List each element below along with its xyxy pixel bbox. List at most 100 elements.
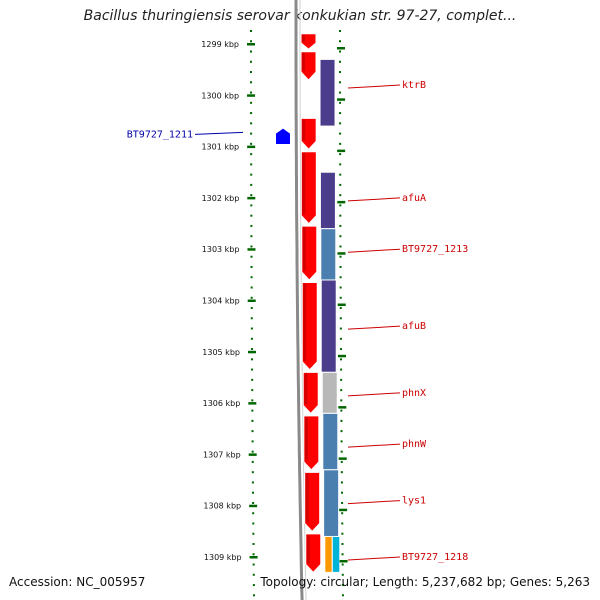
- cds-shade: [302, 52, 306, 71]
- minor-tick: [250, 286, 253, 289]
- scale-label: 1306 kbp: [203, 399, 241, 408]
- gene-label[interactable]: lys1: [402, 496, 426, 507]
- minor-tick: [250, 307, 253, 310]
- cds-shade: [304, 416, 308, 461]
- gene-leader-line: [347, 500, 401, 505]
- minor-tick: [341, 522, 344, 525]
- minor-tick: [339, 91, 342, 94]
- minor-tick: [250, 60, 253, 63]
- minor-tick: [339, 132, 342, 135]
- gene-label[interactable]: afuA: [402, 193, 426, 204]
- minor-tick: [340, 430, 343, 433]
- minor-tick: [250, 40, 253, 43]
- minor-tick: [339, 50, 342, 53]
- minor-tick: [340, 409, 343, 412]
- minor-tick: [252, 491, 255, 494]
- gene-leader-line: [347, 248, 401, 253]
- right-tick-track: [339, 30, 344, 597]
- minor-tick: [340, 460, 343, 463]
- scale-label: 1300 kbp: [201, 91, 239, 100]
- gene-label[interactable]: phnX: [402, 388, 426, 399]
- minor-tick: [341, 543, 344, 545]
- gene-label[interactable]: afuB: [402, 321, 426, 332]
- minor-tick: [339, 224, 342, 227]
- minor-tick: [339, 276, 342, 279]
- major-tick: [247, 248, 256, 251]
- minor-tick: [252, 522, 255, 525]
- major-tick: [247, 43, 256, 46]
- minor-tick: [339, 122, 342, 125]
- cds-shade: [302, 34, 306, 42]
- minor-tick: [250, 276, 253, 279]
- minor-tick: [341, 573, 344, 576]
- cds-shade: [306, 534, 310, 564]
- minor-tick: [340, 419, 343, 422]
- major-tick: [249, 556, 258, 559]
- minor-tick: [250, 245, 253, 248]
- minor-tick: [251, 368, 254, 371]
- gene-labels: ktrB afuA BT9727_1213 afuB phnX phnW lys1 BT972…: [347, 80, 468, 563]
- major-tick: [248, 402, 257, 405]
- minor-tick: [339, 307, 342, 310]
- minor-tick: [339, 255, 342, 258]
- minor-tick: [252, 573, 255, 576]
- minor-tick: [340, 389, 343, 392]
- scale-label: 1304 kbp: [202, 297, 240, 306]
- gene-leader-line: [347, 392, 401, 397]
- major-tick: [338, 406, 347, 409]
- reverse-gene-track: BT9727_1211: [127, 128, 290, 145]
- minor-tick: [339, 214, 342, 217]
- major-tick: [247, 350, 256, 354]
- major-tick: [247, 299, 256, 302]
- gene-block: [320, 279, 337, 373]
- minor-tick: [250, 142, 253, 145]
- cds-shade: [305, 473, 309, 523]
- minor-tick: [339, 40, 342, 43]
- minor-tick: [250, 194, 253, 197]
- topology-text: Topology: circular; Length: 5,237,682 bp…: [260, 575, 590, 589]
- cds-shade: [303, 283, 307, 361]
- minor-tick: [339, 30, 342, 32]
- scale-label: 1309 kbp: [204, 553, 242, 562]
- minor-tick: [250, 296, 253, 299]
- major-tick: [337, 98, 346, 101]
- minor-tick: [339, 163, 342, 166]
- minor-tick: [339, 317, 342, 320]
- minor-tick: [251, 481, 254, 484]
- gene-label[interactable]: BT9727_1213: [402, 244, 468, 255]
- major-tick: [337, 200, 346, 204]
- minor-tick: [251, 430, 254, 433]
- minor-tick: [339, 348, 342, 351]
- major-tick: [339, 508, 348, 512]
- cds-shade: [302, 119, 306, 141]
- minor-tick: [250, 163, 253, 166]
- minor-tick: [340, 368, 343, 371]
- minor-tick: [251, 440, 254, 443]
- minor-tick: [251, 378, 254, 381]
- gene-label[interactable]: ktrB: [402, 80, 426, 91]
- gene-block: [321, 371, 338, 414]
- minor-tick: [250, 265, 253, 268]
- minor-tick: [250, 204, 253, 207]
- gene-label[interactable]: BT9727_1211: [127, 129, 193, 140]
- minor-tick: [339, 245, 342, 248]
- gene-block: [319, 58, 336, 127]
- minor-tick: [339, 296, 342, 299]
- minor-tick: [252, 543, 255, 545]
- gene-label[interactable]: BT9727_1218: [402, 552, 468, 563]
- minor-tick: [252, 512, 255, 515]
- minor-tick: [339, 183, 342, 186]
- gene-leader-line: [347, 443, 401, 448]
- minor-tick: [341, 594, 344, 597]
- minor-tick: [250, 132, 253, 135]
- minor-tick: [250, 224, 253, 227]
- scale-label: 1305 kbp: [202, 348, 240, 357]
- minor-tick: [250, 183, 253, 186]
- major-tick: [249, 504, 258, 508]
- minor-tick: [252, 532, 255, 535]
- minor-tick: [251, 358, 254, 361]
- minor-tick: [250, 112, 253, 115]
- major-tick: [339, 560, 348, 563]
- minor-tick: [251, 471, 254, 474]
- gene-label[interactable]: phnW: [402, 439, 427, 450]
